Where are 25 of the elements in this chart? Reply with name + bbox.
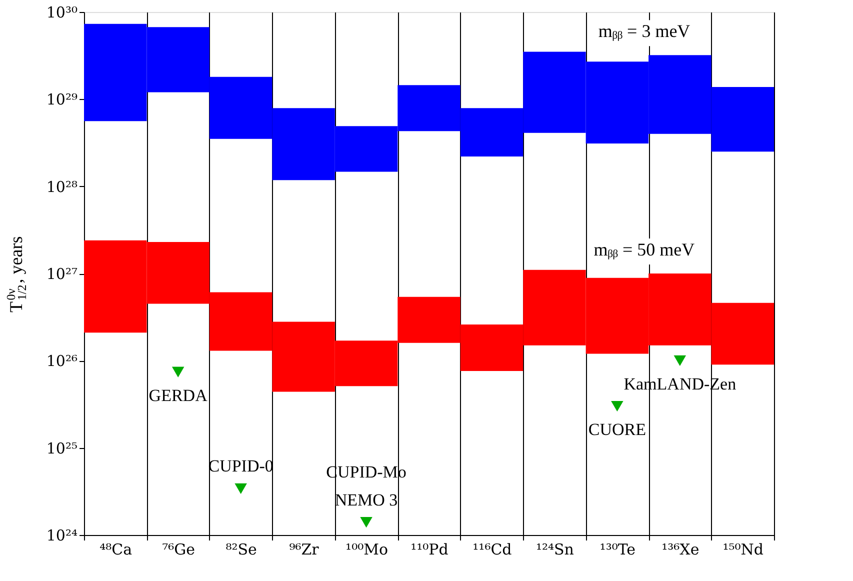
series-label: mᵦᵦ = 50 meV <box>594 240 695 260</box>
annotation: CUORE <box>588 420 646 440</box>
x-tick-label: ¹¹⁰Pd <box>410 540 449 558</box>
y-tick-label: 10²⁵ <box>46 439 78 458</box>
annotation: NEMO 3 <box>334 490 398 510</box>
annotation: GERDA <box>148 386 208 406</box>
y-tick-label: 10²⁸ <box>46 178 78 196</box>
y-tick-label: 10²⁶ <box>46 352 78 370</box>
x-tick-label: ¹³⁶Xe <box>662 540 700 558</box>
series-label: mᵦᵦ = 3 meV <box>598 21 690 42</box>
x-tick-label: ⁹⁶Zr <box>289 540 320 558</box>
x-tick-label: ¹⁰⁰Mo <box>346 540 388 558</box>
x-tick-label: ¹²⁴Sn <box>536 540 574 558</box>
y-tick-label: 10³⁰ <box>46 4 78 22</box>
x-tick-label: ¹¹⁶Cd <box>472 540 512 558</box>
x-tick-label: ⁸²Se <box>226 540 258 558</box>
y-tick-label: 10²⁴ <box>46 526 78 544</box>
y-tick-label: 10²⁹ <box>46 90 78 109</box>
x-tick-label: ⁷⁶Ge <box>162 540 196 558</box>
x-tick-label: ¹⁵⁰Nd <box>722 540 764 558</box>
annotation: CUPID-0 <box>208 456 274 476</box>
y-tick-label: 10²⁷ <box>46 265 78 283</box>
y-axis-title: T0ν1/2, years <box>4 236 29 312</box>
x-tick-label: ⁴⁸Ca <box>100 540 132 558</box>
x-tick-label: ¹³⁰Te <box>600 540 636 558</box>
